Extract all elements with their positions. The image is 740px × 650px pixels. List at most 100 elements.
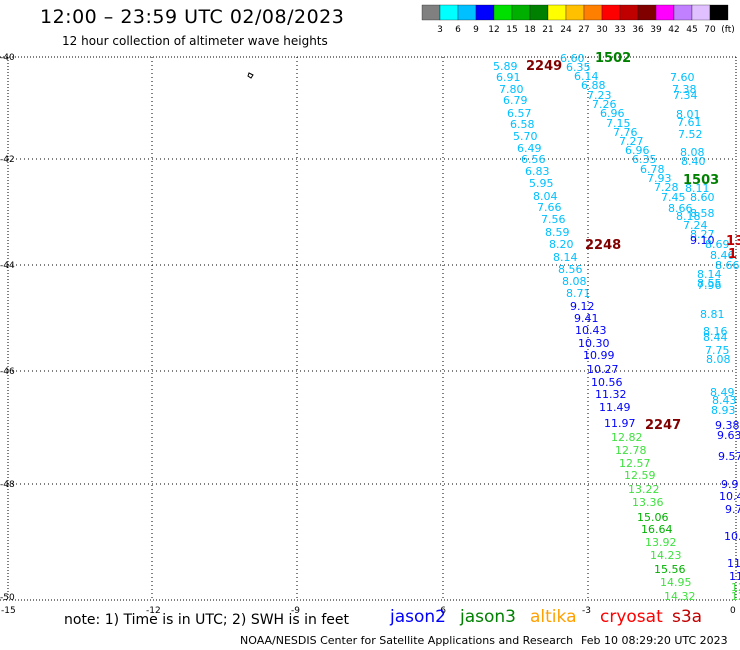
legend-label: 12 bbox=[488, 25, 499, 35]
swh-value: 13.22 bbox=[628, 483, 660, 496]
swh-value: 12.78 bbox=[615, 444, 647, 457]
swh-value: 7.34 bbox=[673, 89, 698, 102]
swh-value: 8.40 bbox=[681, 155, 706, 168]
pass-time-label: 2248 bbox=[585, 238, 621, 253]
latitude-label: -40 bbox=[0, 53, 15, 63]
satellite-s3a-label: s3a bbox=[672, 607, 702, 627]
legend-label: 9 bbox=[473, 25, 479, 35]
legend-swatch bbox=[638, 5, 656, 20]
swh-value: 9.7 bbox=[725, 503, 740, 516]
legend-swatch bbox=[674, 5, 692, 20]
swh-value: 8.81 bbox=[700, 308, 725, 321]
legend-label: 3 bbox=[437, 25, 443, 35]
legend-label: 70 bbox=[704, 25, 716, 35]
swh-value: 8.08 bbox=[706, 353, 731, 366]
swh-value: 6.79 bbox=[503, 94, 528, 107]
legend-label: 39 bbox=[650, 25, 662, 35]
swh-value: 10.99 bbox=[583, 349, 615, 362]
longitude-label: -15 bbox=[1, 606, 16, 616]
legend-swatch bbox=[422, 5, 440, 20]
latitude-label: -46 bbox=[0, 367, 15, 377]
swh-value: 8.20 bbox=[549, 238, 574, 251]
swh-value: 5.95 bbox=[529, 177, 554, 190]
longitude-label: -3 bbox=[582, 606, 591, 616]
generated-timestamp: Feb 10 08:29:20 UTC 2023 bbox=[581, 634, 728, 647]
swh-value: 8.71 bbox=[566, 287, 591, 300]
legend-swatch bbox=[620, 5, 638, 20]
pass-time-label: 1502 bbox=[595, 51, 631, 66]
swh-value: 12 bbox=[731, 590, 740, 603]
satellite-jason3-label: jason3 bbox=[460, 607, 516, 627]
swh-value: 15.56 bbox=[654, 563, 686, 576]
wave-height-map: 3 6 9 12 15 18 21 24 27 30 33 36 39 42 45 70 (ft) -40-42… bbox=[0, 0, 740, 650]
credit-line: NOAA/NESDIS Center for Satellite Applica… bbox=[240, 634, 573, 647]
swh-value: 11 bbox=[727, 557, 740, 570]
pass-time-label: 1503 bbox=[683, 173, 719, 188]
legend-swatch bbox=[584, 5, 602, 20]
legend-label: 33 bbox=[614, 25, 625, 35]
legend-label: 21 bbox=[542, 25, 553, 35]
swh-value: 11.49 bbox=[599, 401, 631, 414]
swh-value: 11.32 bbox=[595, 388, 627, 401]
legend-label: 24 bbox=[560, 25, 572, 35]
legend-swatch bbox=[440, 5, 458, 20]
legend-swatch bbox=[548, 5, 566, 20]
legend-swatch bbox=[656, 5, 674, 20]
latitude-label: -44 bbox=[0, 261, 15, 271]
longitude-label: 0 bbox=[730, 606, 736, 616]
latitude-label: -50 bbox=[0, 593, 15, 603]
swh-value: 8.60 bbox=[690, 191, 715, 204]
legend-label: (ft) bbox=[721, 25, 735, 35]
swh-value: 9.57 bbox=[718, 450, 740, 463]
swh-value: 8.44 bbox=[703, 331, 728, 344]
legend-label: 18 bbox=[524, 25, 536, 35]
latitude-labels: -40 -42 -44 -46 -48 -50 bbox=[0, 53, 15, 603]
color-legend-labels: 3 6 9 12 15 18 21 24 27 30 33 36 39 42 45 70 (ft) bbox=[437, 25, 735, 35]
pass-time-label: 2247 bbox=[645, 418, 681, 433]
legend-swatch bbox=[458, 5, 476, 20]
swh-value: 16.64 bbox=[641, 523, 673, 536]
swh-value: 12.59 bbox=[624, 469, 656, 482]
swh-value: 10.43 bbox=[575, 324, 607, 337]
legend-label: 15 bbox=[506, 25, 517, 35]
swh-value: 11.97 bbox=[604, 417, 636, 430]
satellite-cryosat-label: cryosat bbox=[600, 607, 663, 627]
satellite-jason2-label: jason2 bbox=[390, 607, 446, 627]
swh-value: 14.23 bbox=[650, 549, 682, 562]
pass-time-label: 1 bbox=[728, 247, 737, 262]
pass-time-label: 2249 bbox=[526, 59, 562, 74]
color-legend-bar bbox=[422, 5, 728, 20]
legend-swatch bbox=[476, 5, 494, 20]
legend-swatch bbox=[530, 5, 548, 20]
legend-swatch bbox=[602, 5, 620, 20]
legend-swatch bbox=[692, 5, 710, 20]
satellite-altika-label: altika bbox=[530, 607, 577, 627]
swh-value: 12.82 bbox=[611, 431, 643, 444]
legend-label: 30 bbox=[596, 25, 608, 35]
legend-label: 42 bbox=[668, 25, 679, 35]
swh-value: 8.93 bbox=[711, 404, 736, 417]
swh-value: 14.95 bbox=[660, 576, 692, 589]
swh-value: 7.56 bbox=[541, 213, 566, 226]
swh-value: 10.27 bbox=[587, 363, 619, 376]
swh-value: 7.52 bbox=[678, 128, 703, 141]
swh-value: 13.92 bbox=[645, 536, 677, 549]
legend-swatch bbox=[710, 5, 728, 20]
swh-value: 9.63 bbox=[717, 429, 740, 442]
footer-note: note: 1) Time is in UTC; 2) SWH is in fe… bbox=[64, 612, 349, 628]
island-outline bbox=[248, 73, 253, 78]
legend-label: 36 bbox=[632, 25, 644, 35]
swh-value: 14.32 bbox=[664, 590, 696, 603]
swh-value: 10. bbox=[724, 530, 740, 543]
swh-value: 13.36 bbox=[632, 496, 664, 509]
legend-label: 27 bbox=[578, 25, 589, 35]
legend-label: 45 bbox=[686, 25, 697, 35]
latitude-label: -48 bbox=[0, 480, 15, 490]
swh-value: 7.96 bbox=[697, 279, 722, 292]
swh-value: 10.4 bbox=[719, 490, 740, 503]
legend-label: 6 bbox=[455, 25, 461, 35]
legend-swatch bbox=[566, 5, 584, 20]
legend-swatch bbox=[512, 5, 530, 20]
wave-height-observations: 5.896.917.806.796.576.585.706.496.566.83… bbox=[493, 52, 740, 603]
latitude-label: -42 bbox=[0, 155, 15, 165]
